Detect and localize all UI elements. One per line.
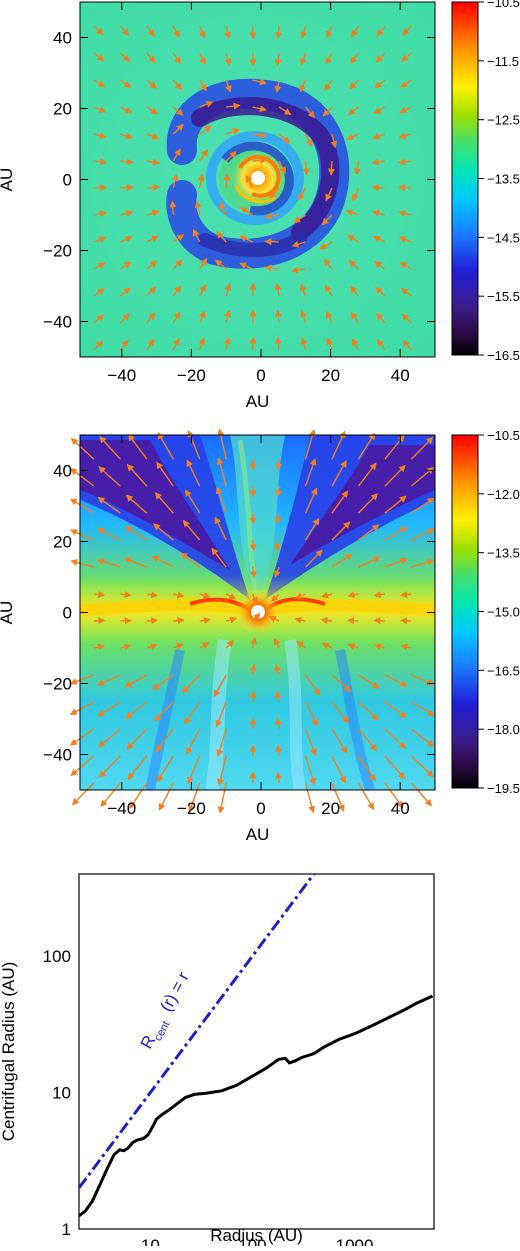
- y-axis-label: Centrifugal Radius (AU): [0, 962, 18, 1142]
- velocity-arrow-icon: [120, 187, 132, 188]
- velocity-arrow-icon: [253, 338, 254, 350]
- x-tick-label: 1000: [336, 1236, 374, 1246]
- y-tick-label: 10: [52, 1084, 71, 1103]
- velocity-arrow-icon: [253, 284, 254, 296]
- velocity-arrow-icon: [375, 620, 385, 621]
- velocity-arrow-icon: [147, 620, 157, 621]
- colorbar-tick-label: −15.0: [487, 605, 520, 620]
- velocity-arrow-icon: [253, 746, 254, 756]
- x-tick-label: 40: [391, 366, 410, 385]
- colorbar-tick-label: −18.0: [487, 722, 520, 737]
- y-tick-label: −40: [43, 746, 72, 765]
- y-tick-label: −40: [43, 313, 72, 332]
- colorbar-tick-label: −15.5: [487, 289, 520, 304]
- velocity-arrow-icon: [147, 187, 159, 188]
- x-axis-label: AU: [246, 825, 270, 844]
- x-tick-label: 0: [256, 799, 265, 818]
- x-tick-label: −20: [177, 799, 206, 818]
- panel2-colorbar: [452, 435, 478, 788]
- velocity-arrow-icon: [399, 187, 411, 188]
- velocity-arrow-icon: [331, 161, 332, 174]
- y-tick-label: −20: [43, 675, 72, 694]
- velocity-arrow-icon: [172, 202, 173, 215]
- colorbar-tick-label: −11.5: [487, 54, 519, 69]
- x-axis-label: AU: [246, 392, 270, 411]
- y-tick-label: 0: [63, 171, 72, 190]
- x-tick-label: 40: [391, 799, 410, 818]
- panel2-map: [80, 435, 435, 790]
- x-tick-label: −20: [177, 366, 206, 385]
- velocity-arrow-icon: [253, 459, 254, 469]
- panel3-frame: [79, 874, 434, 1229]
- velocity-arrow-icon: [373, 187, 385, 188]
- velocity-arrow-icon: [253, 486, 254, 496]
- star-marker-icon: [251, 605, 265, 619]
- velocity-arrow-icon: [266, 241, 279, 242]
- colorbar-tick-label: −12.5: [487, 113, 520, 128]
- y-axis-label: AU: [0, 168, 16, 192]
- colorbar-tick-label: −19.5: [487, 781, 520, 796]
- y-tick-label: 0: [63, 604, 72, 623]
- star-marker-icon: [251, 171, 265, 185]
- velocity-arrow-icon: [253, 311, 254, 323]
- y-tick-label: 20: [53, 533, 72, 552]
- x-tick-label: 20: [321, 366, 340, 385]
- x-tick-label: −40: [107, 799, 136, 818]
- colorbar-tick-label: −10.5: [487, 428, 520, 443]
- x-tick-label: 10: [141, 1236, 160, 1246]
- y-axis-label: AU: [0, 601, 16, 625]
- velocity-arrow-icon: [94, 187, 106, 188]
- colorbar-tick-label: −13.5: [487, 546, 520, 561]
- x-tick-label: −40: [107, 366, 136, 385]
- velocity-arrow-icon: [94, 621, 104, 622]
- panel1-map: [80, 2, 435, 357]
- velocity-arrow-icon: [253, 719, 254, 729]
- panel1-colorbar: [452, 2, 478, 355]
- velocity-arrow-icon: [348, 620, 358, 621]
- colorbar-tick-label: −14.5: [487, 230, 520, 245]
- x-tick-label: 20: [321, 799, 340, 818]
- x-tick-label: 0: [256, 366, 265, 385]
- colorbar-tick-label: −13.5: [487, 172, 520, 187]
- colorbar-tick-label: −12.0: [487, 487, 520, 502]
- velocity-arrow-icon: [253, 513, 254, 523]
- velocity-arrow-icon: [306, 161, 307, 174]
- velocity-arrow-icon: [173, 620, 183, 621]
- y-tick-label: 20: [53, 100, 72, 119]
- y-tick-label: 40: [53, 462, 72, 481]
- velocity-arrow-icon: [253, 53, 254, 65]
- velocity-arrow-icon: [401, 620, 411, 621]
- velocity-arrow-icon: [253, 692, 254, 702]
- colorbar-tick-label: −16.5: [487, 663, 520, 678]
- colorbar-tick-label: −16.5: [487, 348, 520, 363]
- y-tick-label: 40: [53, 29, 72, 48]
- velocity-arrow-icon: [253, 26, 254, 38]
- velocity-arrow-icon: [120, 620, 130, 621]
- y-tick-label: −20: [43, 242, 72, 261]
- y-tick-label: 100: [43, 947, 71, 966]
- colorbar-tick-label: −10.5: [487, 0, 520, 10]
- y-tick-label: 1: [62, 1220, 71, 1239]
